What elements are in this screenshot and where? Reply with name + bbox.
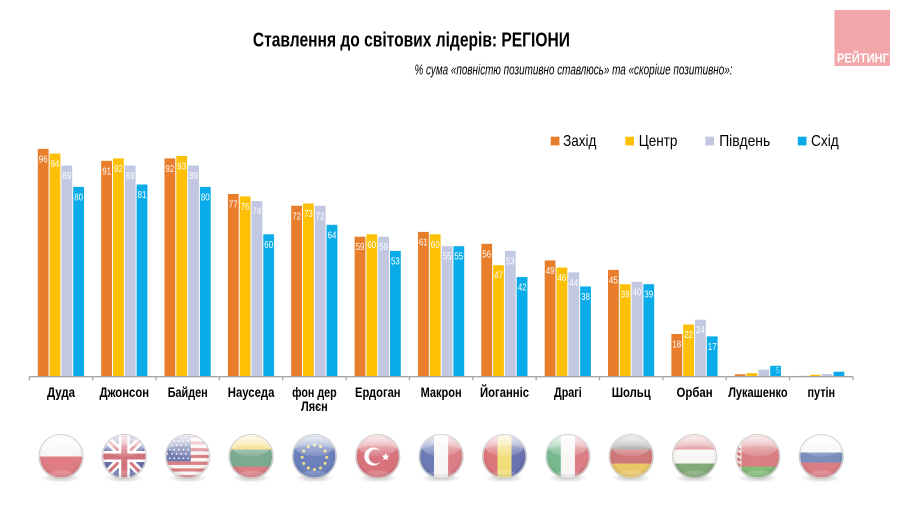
svg-text:53: 53 [506, 256, 515, 267]
svg-text:18: 18 [672, 340, 681, 351]
svg-text:40: 40 [633, 287, 642, 298]
svg-text:72: 72 [292, 211, 301, 222]
svg-text:Джонсон: Джонсон [100, 385, 150, 400]
svg-text:61: 61 [419, 237, 428, 248]
svg-text:Ердоган: Ердоган [355, 385, 401, 400]
svg-text:96: 96 [39, 154, 48, 165]
svg-text:Схід: Схід [811, 133, 839, 150]
svg-text:Макрон: Макрон [421, 385, 462, 400]
svg-text:91: 91 [102, 166, 111, 177]
svg-text:% сума «повністю позитивно ста: % сума «повністю позитивно ставлюсь» та … [415, 63, 733, 79]
svg-text:47: 47 [494, 271, 503, 282]
svg-text:55: 55 [443, 252, 452, 263]
svg-text:53: 53 [391, 256, 400, 267]
svg-text:60: 60 [431, 240, 440, 251]
svg-text:Ляєн: Ляєн [301, 399, 328, 414]
svg-text:Захід: Захід [563, 133, 597, 150]
svg-text:80: 80 [74, 192, 83, 203]
svg-text:Йоганніс: Йоганніс [480, 385, 529, 400]
svg-text:81: 81 [138, 190, 147, 201]
svg-text:Науседа: Науседа [228, 385, 275, 400]
svg-text:89: 89 [62, 171, 71, 182]
svg-text:44: 44 [569, 278, 578, 289]
svg-text:Шольц: Шольц [612, 385, 651, 400]
svg-text:Лукашенко: Лукашенко [728, 385, 787, 400]
svg-text:22: 22 [684, 330, 693, 341]
svg-text:24: 24 [696, 325, 705, 336]
svg-text:60: 60 [264, 240, 273, 251]
svg-text:49: 49 [546, 266, 555, 277]
svg-text:56: 56 [482, 249, 491, 260]
svg-text:92: 92 [166, 164, 175, 175]
svg-text:89: 89 [189, 171, 198, 182]
svg-text:80: 80 [201, 192, 210, 203]
svg-text:Дуда: Дуда [47, 385, 75, 400]
svg-text:94: 94 [51, 159, 60, 170]
svg-text:путін: путін [807, 385, 835, 400]
svg-text:Орбан: Орбан [677, 385, 713, 400]
svg-text:59: 59 [379, 242, 388, 253]
svg-text:фон дер: фон дер [292, 385, 337, 400]
svg-text:92: 92 [114, 164, 123, 175]
svg-text:Ставлення до світових лідерів:: Ставлення до світових лідерів: РЕГІОНИ [253, 28, 570, 51]
svg-text:59: 59 [356, 242, 365, 253]
svg-text:Байден: Байден [168, 385, 208, 400]
svg-text:42: 42 [518, 283, 527, 294]
svg-text:45: 45 [609, 275, 618, 286]
svg-text:64: 64 [328, 230, 337, 241]
svg-text:Центр: Центр [639, 133, 678, 150]
svg-text:Південь: Південь [719, 133, 770, 150]
svg-text:38: 38 [581, 292, 590, 303]
svg-text:60: 60 [367, 240, 376, 251]
svg-text:89: 89 [126, 171, 135, 182]
svg-text:17: 17 [708, 342, 717, 353]
svg-text:93: 93 [177, 162, 186, 173]
svg-text:74: 74 [253, 207, 262, 218]
svg-text:39: 39 [644, 290, 653, 301]
svg-text:Драгі: Драгі [554, 385, 582, 400]
svg-text:72: 72 [316, 211, 325, 222]
svg-text:55: 55 [454, 252, 463, 263]
svg-text:5: 5 [775, 366, 780, 375]
svg-text:76: 76 [241, 202, 250, 213]
svg-text:46: 46 [558, 273, 567, 284]
svg-text:77: 77 [229, 200, 238, 211]
svg-text:РЕЙТИНГ: РЕЙТИНГ [837, 50, 889, 65]
svg-text:39: 39 [621, 290, 630, 301]
svg-text:73: 73 [304, 209, 313, 220]
